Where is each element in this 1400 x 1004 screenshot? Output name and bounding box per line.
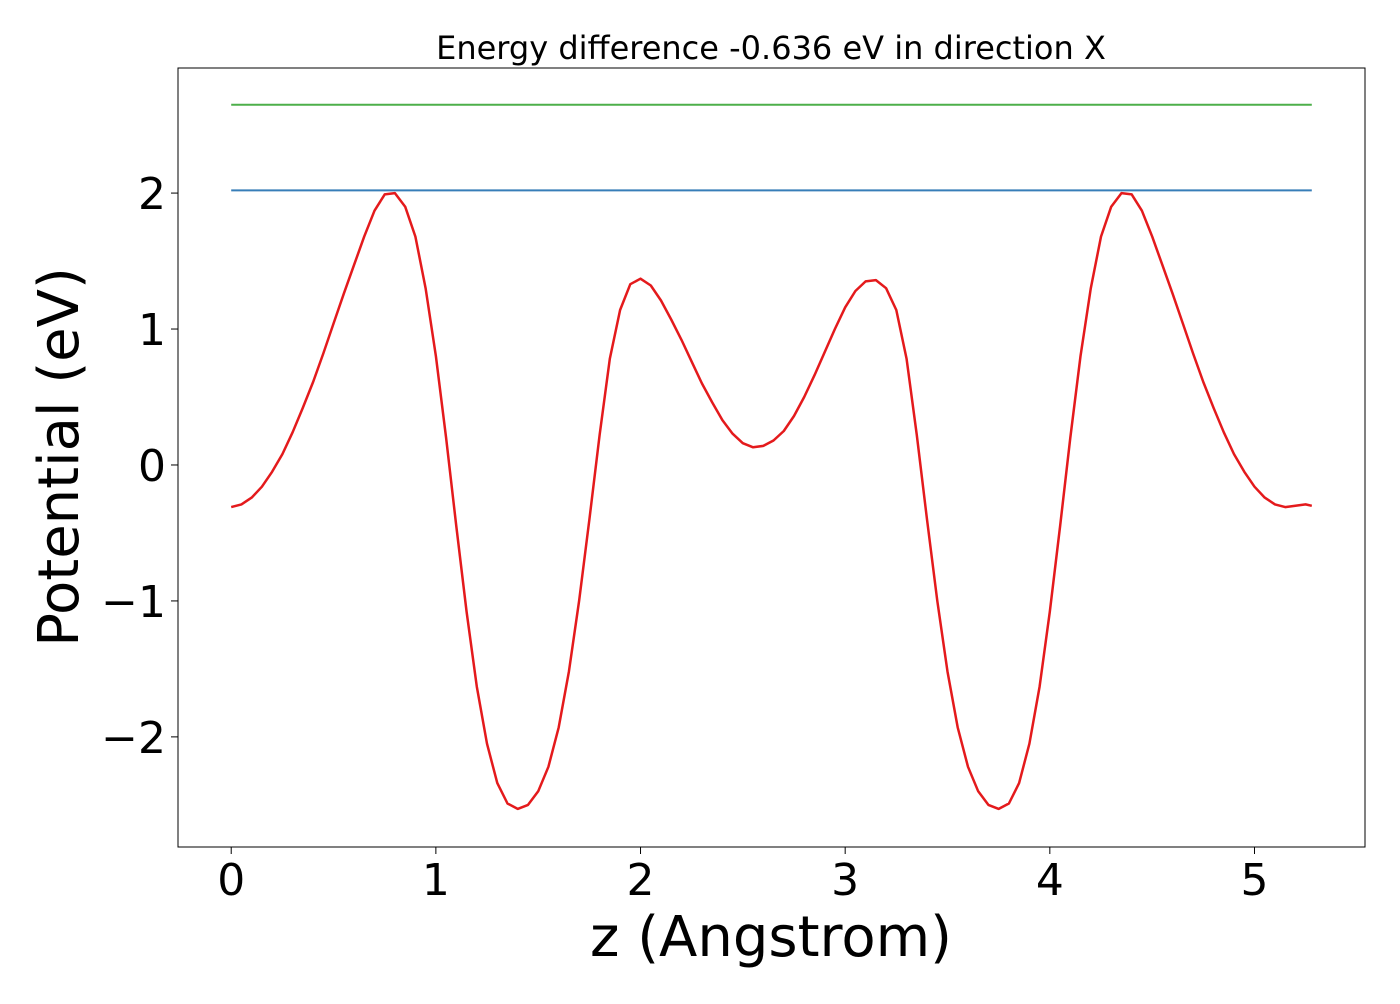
x-tick-label: 3 [831,855,859,906]
x-axis: 0 1 2 3 4 5 [217,847,1268,906]
x-tick-label: 4 [1036,855,1064,906]
series-group [230,103,1313,811]
y-tick-label: 0 [138,441,166,492]
plot-frame [177,67,1366,848]
x-tick-label: 0 [217,855,245,906]
y-tick-label: −1 [101,577,166,628]
y-tick-label: 1 [138,305,166,356]
y-axis-label: Potential (eV) [27,267,92,647]
y-axis: −2 −1 0 1 2 [101,169,178,764]
x-tick-label: 5 [1240,855,1268,906]
series-line-1 [230,191,1313,811]
chart-title: Energy difference -0.636 eV in direction… [436,29,1106,67]
y-tick-label: −2 [101,713,166,764]
x-axis-label: z (Angstrom) [590,905,952,970]
x-tick-label: 2 [627,855,655,906]
y-tick-label: 2 [138,169,166,220]
x-tick-label: 1 [422,855,450,906]
